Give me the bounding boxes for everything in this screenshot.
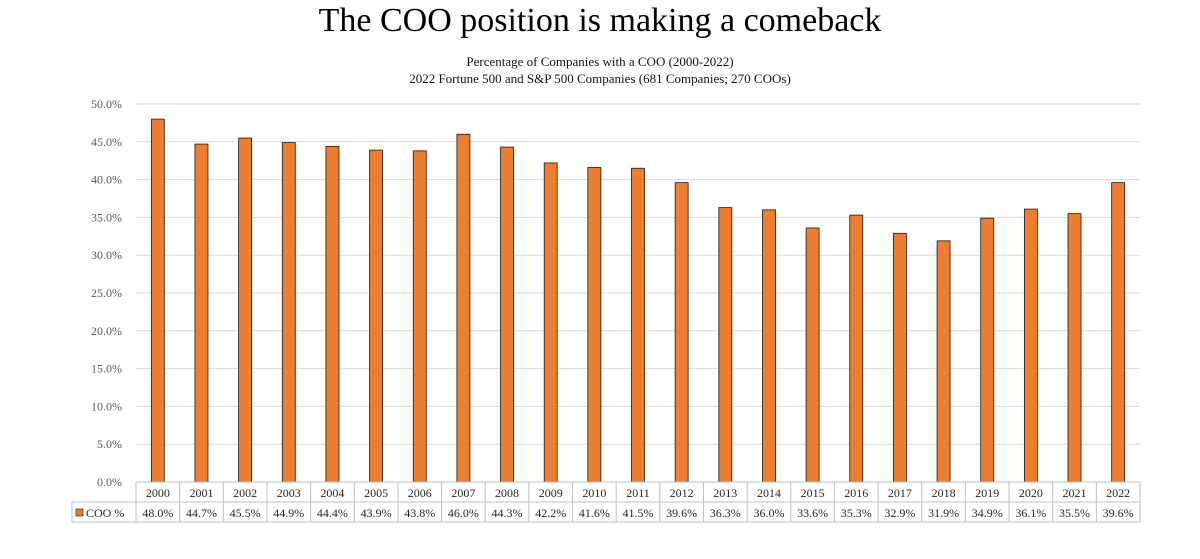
bar-2016 xyxy=(849,214,864,483)
data-label: 39.6% xyxy=(666,506,697,520)
bar-2008 xyxy=(500,146,514,483)
bar-2005 xyxy=(369,149,383,483)
bar-2000 xyxy=(150,118,165,483)
bar-2017 xyxy=(893,232,907,483)
data-label: 44.4% xyxy=(317,506,348,520)
data-label: 36.0% xyxy=(753,506,784,520)
bar-2012 xyxy=(674,182,689,483)
x-tick-label: 2019 xyxy=(975,486,999,500)
legend-label: COO % xyxy=(86,506,124,520)
data-label: 43.8% xyxy=(404,506,435,520)
bar-2007 xyxy=(456,133,471,483)
x-tick-label: 2012 xyxy=(670,486,694,500)
data-label: 44.7% xyxy=(186,506,217,520)
data-label: 41.5% xyxy=(623,506,654,520)
x-tick-label: 2010 xyxy=(582,486,606,500)
data-label: 42.2% xyxy=(535,506,566,520)
data-label: 45.5% xyxy=(230,506,261,520)
bar-2013 xyxy=(718,207,733,483)
data-label: 39.6% xyxy=(1103,506,1134,520)
x-tick-label: 2003 xyxy=(277,486,301,500)
bar-2009 xyxy=(543,162,558,483)
bar-2006 xyxy=(412,150,427,483)
x-tick-label: 2007 xyxy=(451,486,475,500)
data-label: 34.9% xyxy=(972,506,1003,520)
bar-2002 xyxy=(238,137,253,483)
y-tick-label: 15.0% xyxy=(91,362,122,376)
bar-2022 xyxy=(1111,182,1126,483)
bar-2019 xyxy=(980,217,995,483)
bar-2014 xyxy=(762,209,776,483)
x-tick-label: 2020 xyxy=(1019,486,1043,500)
bar-2010 xyxy=(587,167,602,483)
bar-2011 xyxy=(631,167,645,483)
x-tick-label: 2016 xyxy=(844,486,868,500)
data-label: 43.9% xyxy=(361,506,392,520)
chart-subtitle-line-1: Percentage of Companies with a COO (2000… xyxy=(466,54,734,69)
x-tick-label: 2006 xyxy=(408,486,432,500)
data-label: 32.9% xyxy=(884,506,915,520)
x-tick-label: 2018 xyxy=(932,486,956,500)
x-tick-label: 2015 xyxy=(801,486,825,500)
x-tick-label: 2000 xyxy=(146,486,170,500)
data-label: 33.6% xyxy=(797,506,828,520)
x-tick-label: 2011 xyxy=(626,486,650,500)
y-tick-label: 10.0% xyxy=(91,399,122,413)
data-label: 31.9% xyxy=(928,506,959,520)
bar-2003 xyxy=(281,142,296,483)
x-tick-label: 2014 xyxy=(757,486,781,500)
y-tick-label: 25.0% xyxy=(91,286,122,300)
x-tick-label: 2017 xyxy=(888,486,912,500)
x-tick-label: 2008 xyxy=(495,486,519,500)
data-label: 46.0% xyxy=(448,506,479,520)
bar-2004 xyxy=(325,145,340,483)
y-tick-label: 35.0% xyxy=(91,210,122,224)
y-tick-label: 50.0% xyxy=(91,97,122,111)
data-label: 48.0% xyxy=(142,506,173,520)
y-tick-label: 5.0% xyxy=(97,437,122,451)
x-tick-label: 2022 xyxy=(1106,486,1130,500)
x-tick-label: 2009 xyxy=(539,486,563,500)
chart-title: The COO position is making a comeback xyxy=(318,2,882,39)
bar-2021 xyxy=(1067,213,1082,483)
legend-swatch xyxy=(75,508,84,517)
bar-2018 xyxy=(936,240,951,483)
x-tick-label: 2002 xyxy=(233,486,257,500)
y-tick-label: 40.0% xyxy=(91,173,122,187)
x-tick-label: 2013 xyxy=(713,486,737,500)
data-label: 41.6% xyxy=(579,506,610,520)
y-tick-label: 20.0% xyxy=(91,324,122,338)
bar-2020 xyxy=(1023,208,1038,483)
y-tick-label: 0.0% xyxy=(97,475,122,489)
data-label: 36.3% xyxy=(710,506,741,520)
data-label: 35.3% xyxy=(841,506,872,520)
y-tick-label: 30.0% xyxy=(91,248,122,262)
x-tick-label: 2005 xyxy=(364,486,388,500)
x-tick-label: 2021 xyxy=(1063,486,1087,500)
x-tick-label: 2004 xyxy=(320,486,344,500)
data-label: 44.3% xyxy=(492,506,523,520)
chart-subtitle-line-2: 2022 Fortune 500 and S&P 500 Companies (… xyxy=(409,71,791,86)
y-tick-label: 45.0% xyxy=(91,135,122,149)
data-label: 35.5% xyxy=(1059,506,1090,520)
bar-2015 xyxy=(805,227,820,483)
x-tick-label: 2001 xyxy=(189,486,213,500)
data-label: 44.9% xyxy=(273,506,304,520)
data-label: 36.1% xyxy=(1015,506,1046,520)
bar-2001 xyxy=(194,143,209,483)
